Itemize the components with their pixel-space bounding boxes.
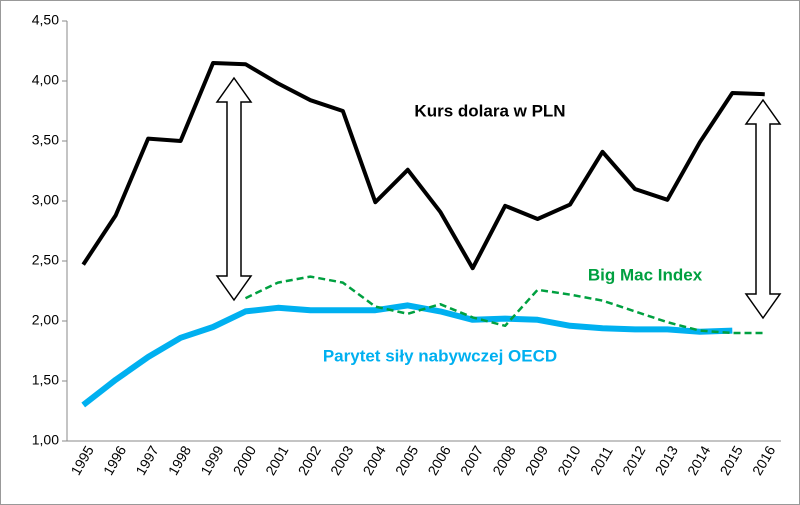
series-label: Kurs dolara w PLN: [414, 101, 565, 120]
y-tick-label: 2,00: [32, 312, 59, 328]
series-line: [81, 302, 733, 408]
arrow: [215, 76, 253, 302]
series-label: Parytet siły nabywczej OECD: [323, 346, 557, 365]
arrow: [744, 98, 782, 320]
series-label: Big Mac Index: [588, 265, 703, 284]
y-tick-label: 3,00: [32, 192, 59, 208]
y-tick-label: 2,50: [32, 252, 59, 268]
series-line: [81, 61, 765, 271]
y-tick-label: 1,00: [32, 432, 59, 448]
y-tick-label: 4,50: [32, 12, 59, 28]
y-tick-label: 1,50: [32, 372, 59, 388]
y-tick-label: 4,00: [32, 72, 59, 88]
series-line: [244, 275, 765, 335]
y-tick-label: 3,50: [32, 132, 59, 148]
